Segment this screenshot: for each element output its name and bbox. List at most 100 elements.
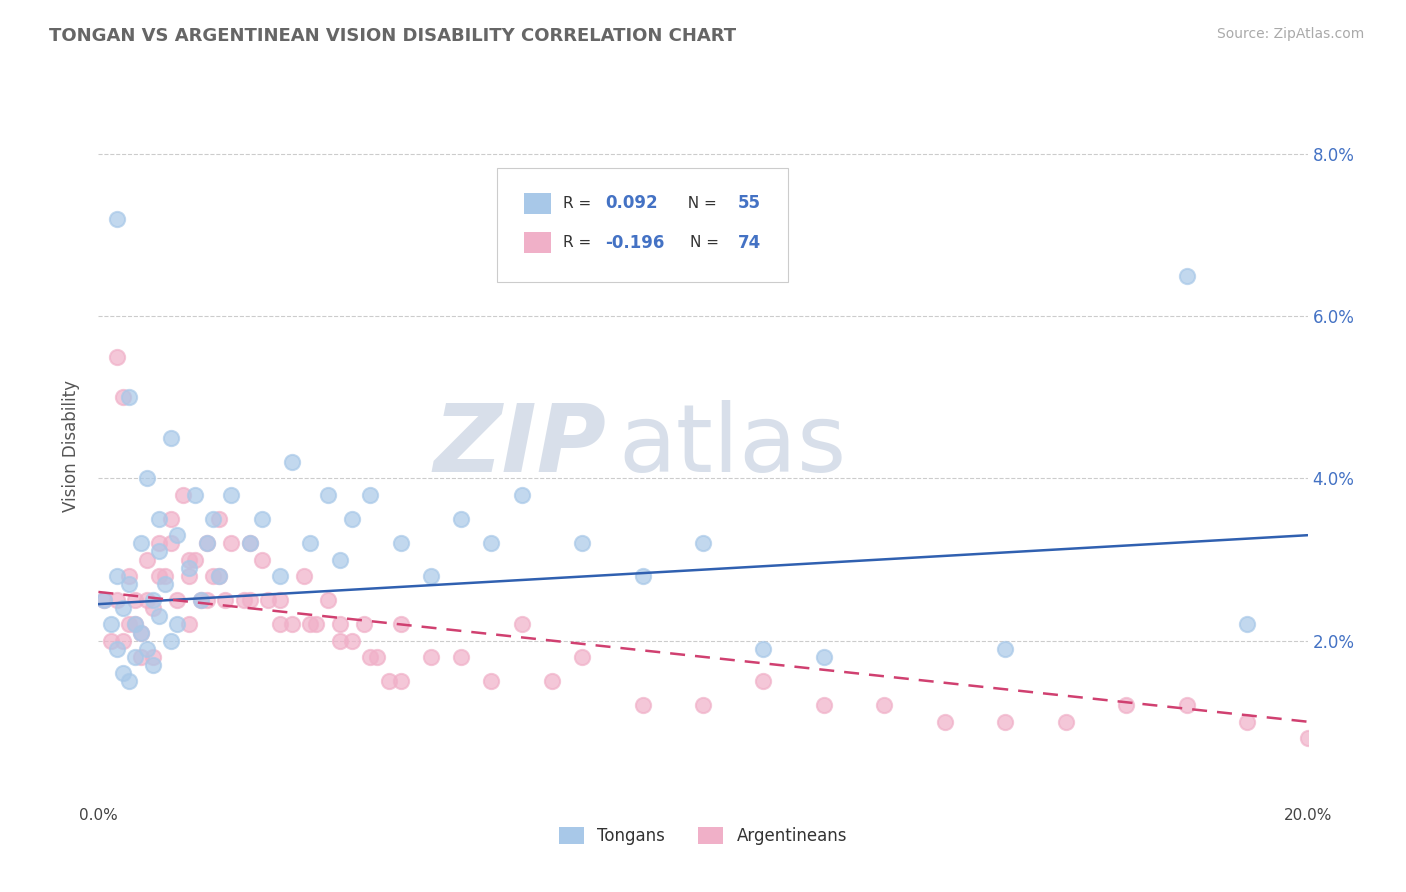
Point — [752, 674, 775, 689]
Point — [195, 536, 218, 550]
Point — [329, 633, 352, 648]
Point — [129, 649, 152, 664]
Point — [179, 617, 201, 632]
Point — [481, 536, 503, 550]
Point — [292, 568, 315, 582]
Point — [135, 552, 157, 566]
Point — [148, 544, 170, 558]
Text: ZIP: ZIP — [433, 400, 606, 492]
Point — [179, 560, 201, 574]
Point — [299, 617, 322, 632]
Point — [111, 633, 134, 648]
Point — [269, 617, 291, 632]
Point — [692, 536, 714, 550]
Point — [239, 536, 262, 550]
Point — [190, 593, 212, 607]
Text: Source: ZipAtlas.com: Source: ZipAtlas.com — [1216, 27, 1364, 41]
Point — [342, 633, 364, 648]
Text: 0.092: 0.092 — [605, 194, 658, 212]
Point — [934, 714, 956, 729]
Text: 55: 55 — [738, 194, 761, 212]
Point — [118, 674, 141, 689]
Point — [129, 536, 152, 550]
Point — [105, 350, 128, 364]
Point — [135, 593, 157, 607]
Point — [142, 649, 165, 664]
Point — [105, 593, 128, 607]
Point — [250, 512, 273, 526]
Bar — [524, 232, 551, 253]
Point — [118, 568, 141, 582]
Point — [1296, 731, 1319, 745]
Point — [93, 593, 115, 607]
Point — [353, 617, 375, 632]
Point — [160, 536, 183, 550]
FancyBboxPatch shape — [498, 168, 787, 282]
Point — [148, 512, 170, 526]
Point — [571, 536, 593, 550]
Text: N =: N = — [678, 196, 721, 211]
Point — [166, 593, 188, 607]
Point — [202, 512, 225, 526]
Point — [148, 536, 170, 550]
Point — [377, 674, 399, 689]
Point — [281, 455, 304, 469]
Point — [329, 617, 352, 632]
Point — [873, 698, 896, 713]
Point — [994, 641, 1017, 656]
Point — [166, 617, 188, 632]
Point — [692, 698, 714, 713]
Point — [124, 617, 146, 632]
Point — [153, 577, 176, 591]
Point — [1115, 698, 1137, 713]
Point — [124, 649, 146, 664]
Point — [142, 593, 165, 607]
Point — [305, 617, 328, 632]
Point — [208, 568, 231, 582]
Point — [389, 674, 412, 689]
Point — [214, 593, 236, 607]
Legend: Tongans, Argentineans: Tongans, Argentineans — [553, 820, 853, 852]
Point — [450, 649, 472, 664]
Point — [329, 552, 352, 566]
Point — [111, 601, 134, 615]
Point — [129, 625, 152, 640]
Point — [184, 552, 207, 566]
Point — [571, 649, 593, 664]
Point — [250, 552, 273, 566]
Point — [256, 593, 278, 607]
Point — [316, 488, 339, 502]
Point — [1175, 268, 1198, 283]
Bar — [524, 193, 551, 214]
Point — [166, 528, 188, 542]
Point — [239, 536, 262, 550]
Point — [239, 593, 262, 607]
Point — [1236, 714, 1258, 729]
Point — [631, 698, 654, 713]
Point — [124, 617, 146, 632]
Point — [105, 641, 128, 656]
Point — [129, 625, 152, 640]
Point — [269, 593, 291, 607]
Point — [221, 488, 243, 502]
Point — [389, 536, 412, 550]
Point — [360, 649, 382, 664]
Point — [994, 714, 1017, 729]
Point — [420, 649, 443, 664]
Point — [111, 390, 134, 404]
Text: TONGAN VS ARGENTINEAN VISION DISABILITY CORRELATION CHART: TONGAN VS ARGENTINEAN VISION DISABILITY … — [49, 27, 737, 45]
Point — [190, 593, 212, 607]
Point — [135, 641, 157, 656]
Point — [316, 593, 339, 607]
Point — [195, 536, 218, 550]
Point — [118, 390, 141, 404]
Point — [221, 536, 243, 550]
Point — [100, 617, 122, 632]
Point — [135, 471, 157, 485]
Point — [118, 617, 141, 632]
Point — [179, 552, 201, 566]
Point — [1054, 714, 1077, 729]
Text: N =: N = — [690, 235, 724, 250]
Point — [450, 512, 472, 526]
Point — [510, 617, 533, 632]
